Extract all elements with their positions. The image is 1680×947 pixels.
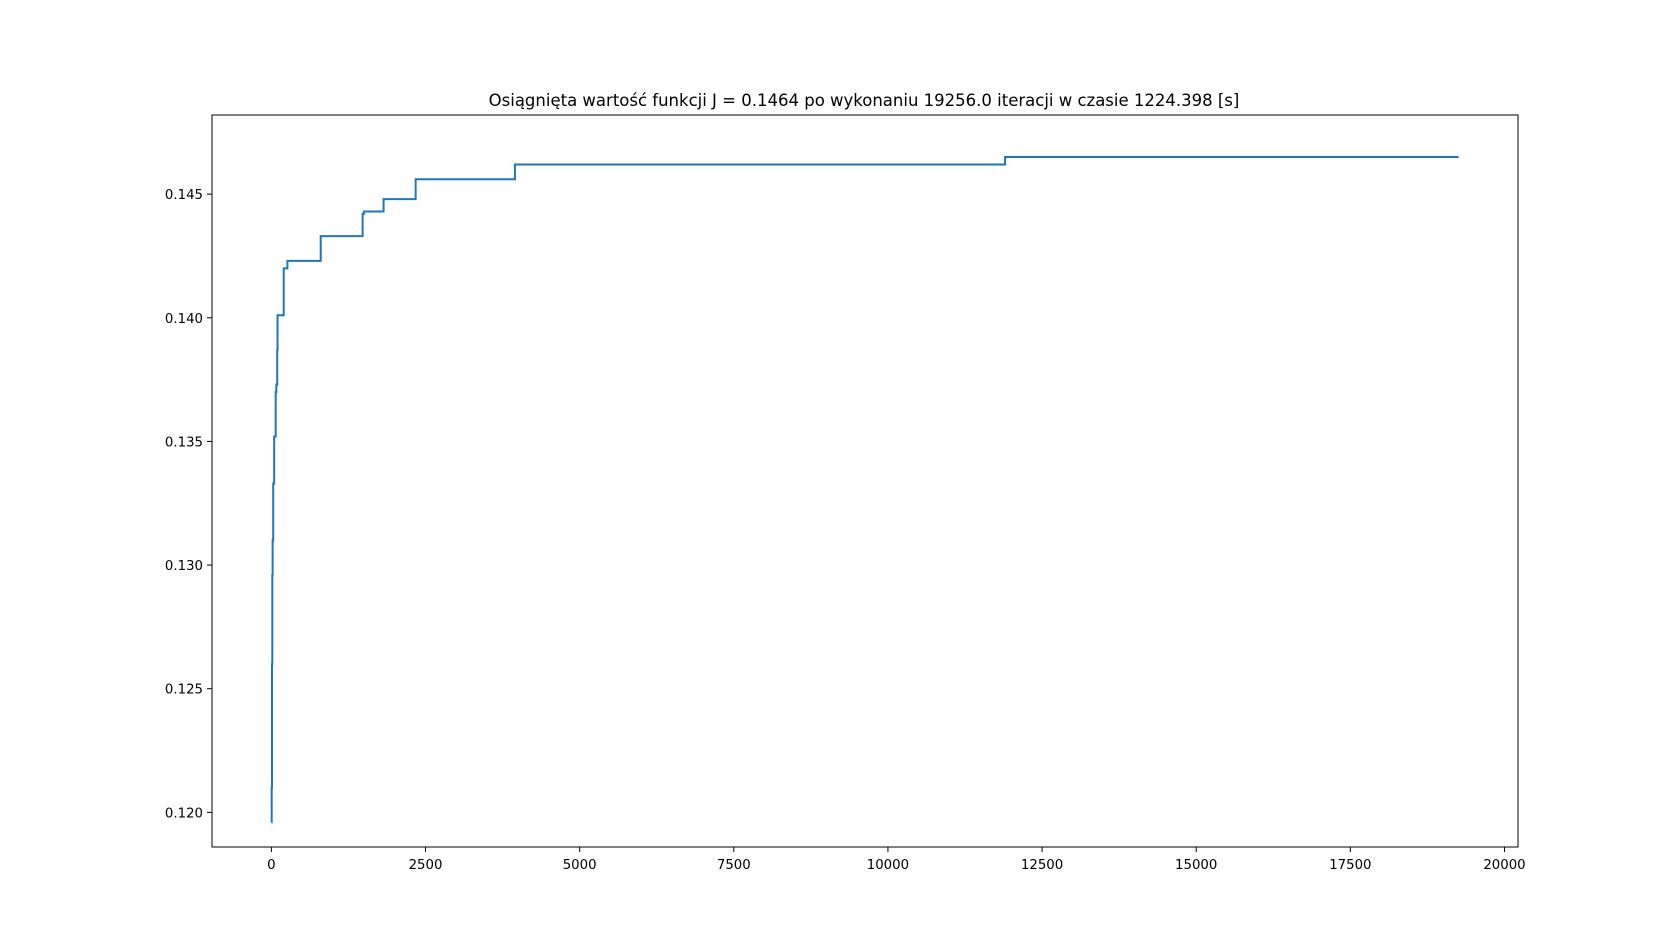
x-tick-label: 12500	[1021, 858, 1063, 873]
y-tick-label: 0.130	[165, 559, 203, 574]
x-tick-label: 7500	[717, 858, 751, 873]
y-tick-label: 0.135	[165, 435, 203, 450]
x-tick-label: 15000	[1175, 858, 1217, 873]
x-axis: 0 2500 5000 7500 10000 12500 15000 17500 20000	[267, 847, 1526, 873]
chart-title: Osiągnięta wartość funkcji J = 0.1464 po…	[489, 91, 1240, 110]
y-axis: 0.120 0.125 0.130 0.135 0.140 0.145	[165, 188, 212, 821]
y-tick-label: 0.140	[165, 312, 203, 327]
x-tick-label: 2500	[409, 858, 443, 873]
x-tick-label: 17500	[1329, 858, 1371, 873]
x-tick-label: 20000	[1483, 858, 1525, 873]
series-layer	[270, 156, 1459, 824]
x-tick-label: 5000	[563, 858, 597, 873]
series-line-0	[270, 156, 1459, 824]
y-tick-label: 0.120	[165, 806, 203, 821]
plot-frame	[211, 114, 1519, 848]
x-tick-label: 10000	[867, 858, 909, 873]
y-tick-label: 0.145	[165, 188, 203, 203]
y-tick-label: 0.125	[165, 683, 203, 698]
x-tick-label: 0	[267, 858, 275, 873]
